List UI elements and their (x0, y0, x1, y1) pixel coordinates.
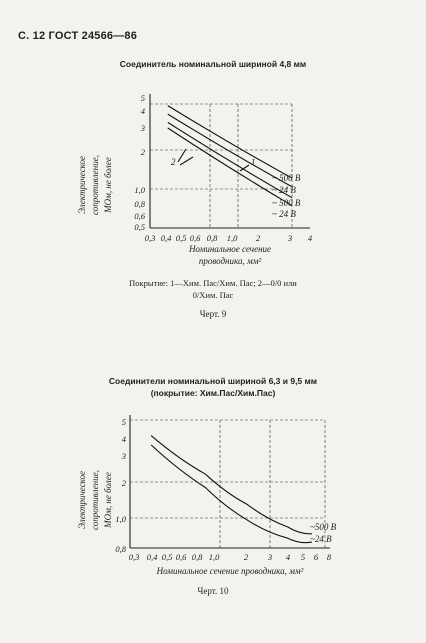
x-tick: 0,6 (190, 233, 201, 243)
figure1-note-line1: Покрытие: 1—Хим. Пас/Хим. Пас; 2—0/0 или (129, 278, 297, 288)
figure1-x-label-1: Номинальное сечение (188, 244, 271, 254)
x-tick: 4 (286, 552, 291, 562)
y-tick: 2 (122, 478, 127, 488)
curve-label-2-leader (177, 148, 187, 163)
x-tick: 6 (314, 552, 319, 562)
chart-figure2: Электрическое сопротивление, МОм, не бол… (77, 415, 337, 576)
x-tick: 0,4 (161, 233, 172, 243)
figure2-y-label-1: Электрическое (77, 471, 87, 529)
curve-label-2-leader (179, 156, 194, 166)
x-tick: 2 (256, 233, 261, 243)
series-line-1-2 (167, 113, 293, 188)
y-tick: 0,5 (134, 222, 145, 232)
y-tick: 0,8 (115, 544, 126, 554)
end-label: ~ 500 В (272, 198, 301, 208)
page-header: С. 12 ГОСТ 24566—86 (18, 30, 138, 42)
series-line-2-1 (150, 435, 312, 535)
x-tick: 0,8 (192, 552, 203, 562)
series-line-1-3 (167, 121, 293, 199)
series-line-2-2 (150, 444, 312, 544)
figure1-y-label-1: Электрическое (77, 156, 87, 214)
series-line-1-1 (167, 105, 293, 179)
x-tick: 0,3 (145, 233, 156, 243)
end-label: ~ 24 В (272, 209, 296, 219)
chart-figure1: Электрическое сопротивление, МОм, не бол… (77, 93, 313, 266)
x-tick: 8 (327, 552, 332, 562)
x-tick: 3 (267, 552, 272, 562)
figure2-caption-line1: Соединители номинальной шириной 6,3 и 9,… (108, 376, 318, 386)
x-tick: 3 (287, 233, 292, 243)
x-tick: 0,3 (129, 552, 140, 562)
figure2-y-label-3: МОм, не более (103, 472, 113, 529)
y-tick: 3 (121, 451, 126, 461)
end-label: ~500 В (310, 522, 337, 532)
y-tick: 5 (122, 417, 126, 427)
figure2-x-label: Номинальное сечение проводника, мм² (156, 566, 304, 576)
figure2-caption-line2: (покрытие: Хим.Пас/Хим.Пас) (150, 388, 276, 398)
x-tick: 1,0 (209, 552, 220, 562)
figure1-label: Черт. 9 (199, 309, 227, 319)
x-tick: 0,5 (162, 552, 173, 562)
y-tick: 4 (122, 434, 127, 444)
curve-label-1: 1 (251, 157, 256, 167)
y-tick: 3 (140, 123, 145, 133)
y-tick: 1,0 (115, 514, 126, 524)
x-tick: 2 (244, 552, 249, 562)
end-label: ~ 500 В (272, 173, 301, 183)
end-label: ~ 24 В (272, 185, 296, 195)
y-tick: 0,8 (134, 199, 145, 209)
x-tick: 0,5 (176, 233, 187, 243)
y-tick: 5 (141, 93, 145, 103)
figure1-x-label-2: проводника, мм² (199, 256, 262, 266)
y-tick: 4 (141, 106, 146, 116)
x-tick: 1,0 (227, 233, 238, 243)
figure1-note-line2: 0/Хим. Пас (192, 290, 234, 300)
y-tick: 0,6 (134, 211, 145, 221)
curve-label-1-leader (239, 164, 250, 172)
figure2-y-label-2: сопротивление, (90, 470, 100, 530)
series-line-1-4 (167, 127, 293, 207)
y-tick: 2 (141, 147, 146, 157)
figure1-y-label-2: сопротивление, (90, 155, 100, 215)
x-tick: 4 (308, 233, 313, 243)
figure1-caption: Соединитель номинальной шириной 4,8 мм (119, 59, 307, 69)
end-label: ~24 В (310, 534, 332, 544)
x-tick: 0,8 (207, 233, 218, 243)
figure1-y-label-3: МОм, не более (103, 157, 113, 214)
curve-label-2: 2 (171, 157, 176, 167)
y-tick: 1,0 (134, 185, 145, 195)
x-tick: 0,4 (147, 552, 158, 562)
x-tick: 0,6 (176, 552, 187, 562)
x-tick: 5 (301, 552, 305, 562)
figure2-label: Черт. 10 (197, 586, 229, 596)
